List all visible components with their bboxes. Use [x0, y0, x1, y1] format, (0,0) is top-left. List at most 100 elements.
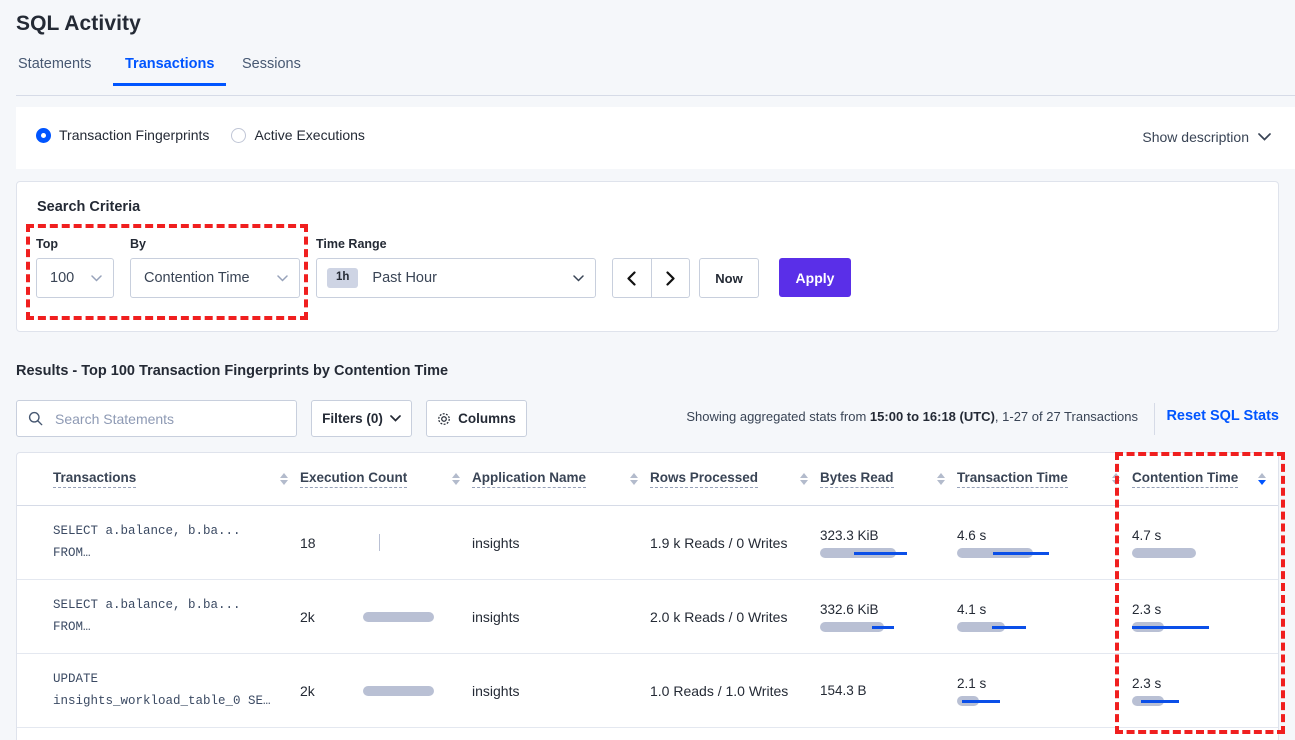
- sort-toggle-active[interactable]: [1258, 473, 1266, 485]
- stats-range: 15:00 to 16:18 (UTC): [869, 409, 995, 424]
- filters-button[interactable]: Filters (0): [311, 400, 412, 437]
- columns-label: Columns: [458, 411, 516, 426]
- by-select[interactable]: Contention Time: [130, 258, 300, 298]
- contention-time-value: 2.3 s: [1132, 601, 1162, 617]
- transaction-time-value: 4.1 s: [957, 601, 987, 617]
- reset-sql-stats-link[interactable]: Reset SQL Stats: [1166, 408, 1279, 424]
- sort-toggle[interactable]: [800, 473, 808, 485]
- execution-count-bar: [362, 685, 434, 696]
- sort-toggle[interactable]: [937, 473, 945, 485]
- sort-toggle[interactable]: [280, 473, 288, 485]
- col-rows-processed[interactable]: Rows Processed: [650, 453, 820, 506]
- sql-line-1: SELECT a.balance, b.ba...: [53, 598, 241, 613]
- table-row[interactable]: UPDATE insights_workload_table_0 SE… 2k …: [17, 653, 1278, 728]
- apply-button[interactable]: Apply: [779, 258, 851, 297]
- transaction-time-bar: [957, 621, 1132, 632]
- time-nav-buttons: [612, 258, 690, 298]
- chevron-down-icon: [390, 415, 401, 422]
- execution-count-value: 2k: [300, 608, 315, 625]
- col-transactions[interactable]: Transactions: [17, 453, 300, 506]
- col-contention-time[interactable]: Contention Time: [1132, 453, 1278, 506]
- contention-time-bar: [1132, 695, 1278, 706]
- toolbar-divider: [1154, 403, 1155, 435]
- results-title: Results - Top 100 Transaction Fingerprin…: [16, 363, 449, 379]
- execution-count-bar: [378, 534, 380, 551]
- bytes-read-value: 154.3 B: [820, 683, 867, 698]
- cell-transaction-time: 4.1 s: [957, 579, 1132, 654]
- col-execution-count-label: Execution Count: [300, 470, 408, 488]
- search-icon: [28, 411, 43, 426]
- primary-tabs: Statements Transactions Sessions: [0, 56, 1295, 96]
- now-button[interactable]: Now: [699, 258, 759, 298]
- table-row[interactable]: SELECT a.balance, b.ba... FROM… 2k insig…: [17, 579, 1278, 654]
- col-transaction-time-label: Transaction Time: [957, 470, 1068, 488]
- cell-application-name: insights: [472, 505, 650, 580]
- chevron-down-icon: [1258, 133, 1271, 141]
- top-select-value: 100: [50, 270, 75, 286]
- table-header-row: Transactions Execution Count Application…: [17, 453, 1278, 506]
- view-toggle-group: Transaction Fingerprints Active Executio…: [36, 127, 365, 143]
- transaction-time-value: 4.6 s: [957, 527, 987, 543]
- cell-application-name: insights: [472, 579, 650, 654]
- sql-line-1: UPDATE: [53, 672, 99, 687]
- bytes-read-bar: [820, 621, 957, 632]
- search-criteria-title: Search Criteria: [37, 199, 141, 215]
- execution-count-bar: [362, 611, 434, 622]
- cell-transaction-sql[interactable]: UPDATE insights_workload_table_0 SE…: [17, 653, 300, 728]
- cell-rows-processed: 2.0 k Reads / 0 Writes: [650, 579, 820, 654]
- top-label: Top: [36, 237, 58, 251]
- sort-toggle[interactable]: [452, 473, 460, 485]
- aggregated-stats-text: Showing aggregated stats from 15:00 to 1…: [686, 409, 1138, 424]
- show-description-toggle[interactable]: Show description: [1142, 129, 1271, 145]
- radio-active-executions[interactable]: Active Executions: [231, 127, 365, 143]
- time-prev-button[interactable]: [613, 259, 651, 297]
- search-input[interactable]: [53, 409, 272, 428]
- tabs-divider: [16, 95, 1295, 96]
- col-bytes-read[interactable]: Bytes Read: [820, 453, 957, 506]
- search-statements-box[interactable]: [16, 400, 297, 437]
- chevron-down-icon: [277, 274, 299, 282]
- columns-button[interactable]: Columns: [426, 400, 527, 437]
- transaction-time-value: 2.1 s: [957, 675, 987, 691]
- col-application-name[interactable]: Application Name: [472, 453, 650, 506]
- cell-contention-time: 4.7 s: [1132, 505, 1278, 580]
- top-select[interactable]: 100: [36, 258, 114, 298]
- cell-bytes-read: 154.3 B: [820, 653, 957, 728]
- bytes-read-value: 332.6 KiB: [820, 601, 879, 617]
- cell-transaction-sql[interactable]: SELECT a.balance, b.ba... FROM…: [17, 505, 300, 580]
- time-range-label: Time Range: [316, 237, 387, 251]
- bytes-read-bar: [820, 547, 957, 558]
- tab-sessions[interactable]: Sessions: [242, 56, 301, 72]
- sql-line-2: FROM…: [53, 619, 91, 634]
- bytes-read-value: 323.3 KiB: [820, 527, 879, 543]
- sort-toggle[interactable]: [1112, 473, 1120, 485]
- gear-icon: [438, 412, 450, 425]
- cell-transaction-sql[interactable]: SELECT a.balance, b.ba... FROM…: [17, 579, 300, 654]
- page-title: SQL Activity: [16, 12, 141, 35]
- tab-transactions[interactable]: Transactions: [112, 56, 227, 86]
- col-execution-count[interactable]: Execution Count: [300, 453, 472, 506]
- sort-toggle[interactable]: [630, 473, 638, 485]
- stats-prefix: Showing aggregated stats from: [686, 409, 870, 424]
- search-criteria-card: Search Criteria: [16, 181, 1279, 332]
- execution-count-value: 2k: [300, 682, 315, 699]
- time-next-button[interactable]: [650, 259, 690, 297]
- by-label: By: [130, 237, 146, 251]
- radio-transaction-fingerprints[interactable]: Transaction Fingerprints: [36, 127, 209, 143]
- table-row[interactable]: SELECT a.balance, b.ba... FROM… 18 insig…: [17, 505, 1278, 580]
- show-description-label: Show description: [1142, 129, 1249, 145]
- contention-time-bar: [1132, 621, 1278, 632]
- chevron-down-icon: [573, 274, 595, 282]
- contention-time-value: 4.7 s: [1132, 527, 1162, 543]
- col-bytes-read-label: Bytes Read: [820, 470, 894, 488]
- cell-execution-count: 2k: [300, 579, 472, 654]
- tab-statements[interactable]: Statements: [18, 56, 92, 72]
- cell-transaction-time: 2.1 s: [957, 653, 1132, 728]
- sql-line-2: insights_workload_table_0 SE…: [53, 693, 271, 708]
- view-toggle-bar: Transaction Fingerprints Active Executio…: [16, 107, 1295, 169]
- by-select-value: Contention Time: [144, 270, 250, 286]
- col-transaction-time[interactable]: Transaction Time: [957, 453, 1132, 506]
- time-range-select[interactable]: 1h Past Hour: [316, 258, 596, 298]
- transaction-time-bar: [957, 547, 1132, 558]
